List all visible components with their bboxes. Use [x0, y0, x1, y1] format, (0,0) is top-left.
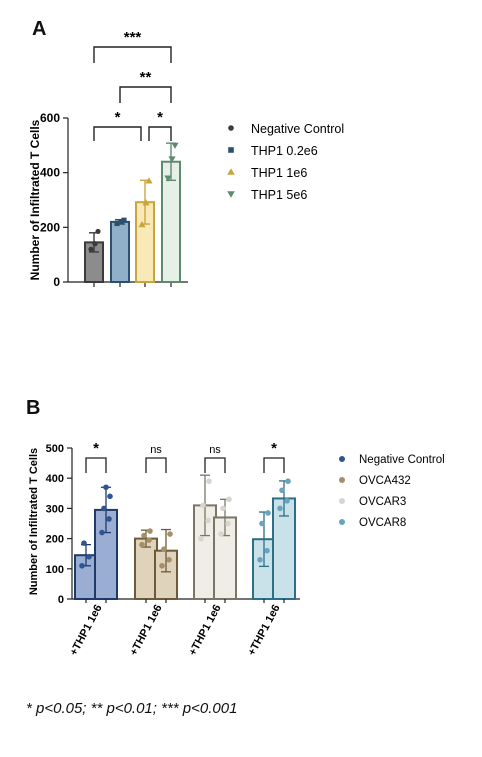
significance-bracket	[145, 457, 167, 473]
legend-marker	[228, 147, 234, 153]
significance-label: ns	[209, 444, 221, 456]
data-point	[81, 540, 87, 546]
data-point	[277, 505, 283, 512]
data-point	[95, 228, 101, 235]
data-point	[146, 537, 152, 543]
y-tick-label: 400	[40, 166, 60, 180]
data-point	[139, 541, 145, 548]
significance-label: ***	[124, 29, 142, 46]
y-tick-label: 0	[53, 275, 60, 289]
data-point	[99, 529, 105, 536]
data-point	[167, 531, 173, 537]
legend-marker	[227, 168, 235, 175]
data-point	[86, 553, 92, 560]
y-tick-label: 600	[40, 111, 60, 125]
data-point	[88, 246, 94, 252]
data-point	[138, 221, 146, 228]
data-point	[284, 498, 290, 504]
data-point	[265, 510, 271, 516]
significance-bracket	[263, 457, 285, 473]
legend-marker	[339, 498, 345, 504]
legend-label: THP1 0.2e6	[251, 144, 318, 158]
y-tick-label: 500	[46, 443, 64, 455]
legend-label: OVCA432	[359, 475, 411, 487]
data-point	[118, 219, 124, 225]
data-point	[101, 505, 107, 512]
y-axis-label: Number of Infiltrated T Cells	[28, 119, 42, 280]
legend-marker	[339, 477, 345, 483]
data-point	[206, 478, 212, 485]
data-point	[161, 546, 167, 552]
significance-label: *	[157, 109, 163, 126]
legend-label: Negative Control	[359, 454, 445, 466]
data-point	[142, 199, 150, 206]
data-point	[225, 520, 231, 527]
x-tick-label: +THP1 1e6	[68, 603, 105, 658]
significance-bracket	[119, 86, 172, 103]
x-tick-label: +THP1 1e6	[246, 603, 283, 658]
legend-label: OVCAR3	[359, 496, 406, 508]
legend-marker	[228, 125, 234, 131]
significance-footnote: * p<0.05; ** p<0.01; *** p<0.001	[26, 700, 238, 717]
data-point	[279, 487, 285, 494]
legend-label: THP1 1e6	[251, 166, 307, 180]
data-point	[103, 484, 109, 491]
legend-marker	[339, 456, 345, 462]
data-point	[171, 142, 179, 149]
panel-label-a: A	[32, 18, 47, 40]
data-point	[107, 493, 113, 500]
significance-label: **	[140, 69, 152, 86]
legend-marker	[227, 191, 235, 198]
legend-label: THP1 5e6	[251, 188, 307, 202]
data-point	[200, 502, 206, 509]
legend-label: Negative Control	[251, 122, 344, 136]
y-axis-label: Number of Infiltrated T Cells	[28, 448, 40, 595]
data-point	[159, 562, 165, 569]
data-point	[164, 175, 172, 182]
data-point	[166, 556, 172, 563]
data-point	[218, 531, 224, 537]
data-point	[205, 517, 211, 524]
data-point	[168, 156, 176, 163]
data-point	[264, 547, 270, 554]
legend-marker	[339, 519, 345, 525]
x-tick-label: +THP1 1e6	[128, 603, 165, 658]
data-point	[92, 241, 98, 247]
significance-bracket	[93, 46, 172, 63]
data-point	[259, 520, 265, 527]
significance-bracket	[93, 126, 142, 141]
significance-label: *	[93, 440, 99, 457]
y-tick-label: 0	[58, 594, 64, 606]
data-point	[198, 535, 204, 542]
data-point	[114, 220, 120, 227]
data-point	[220, 505, 226, 512]
y-tick-label: 200	[40, 220, 60, 234]
x-tick-label: +THP1 1e6	[187, 603, 224, 658]
y-tick-label: 100	[46, 564, 64, 576]
y-tick-label: 300	[46, 503, 64, 515]
y-tick-label: 200	[46, 534, 64, 546]
data-point	[141, 532, 147, 539]
data-point	[79, 562, 85, 569]
data-point	[121, 217, 127, 223]
data-point	[147, 528, 153, 534]
significance-label: ns	[150, 444, 162, 456]
data-point	[226, 496, 232, 503]
significance-bracket	[204, 457, 226, 473]
data-point	[257, 556, 263, 563]
significance-label: *	[271, 440, 277, 457]
legend-label: OVCAR8	[359, 517, 406, 529]
significance-label: *	[115, 109, 121, 126]
data-point	[145, 177, 153, 184]
data-point	[285, 478, 291, 485]
significance-bracket	[148, 126, 172, 141]
panel-label-b: B	[26, 397, 41, 419]
y-tick-label: 400	[46, 473, 64, 485]
significance-bracket	[85, 457, 107, 473]
data-point	[106, 516, 112, 522]
